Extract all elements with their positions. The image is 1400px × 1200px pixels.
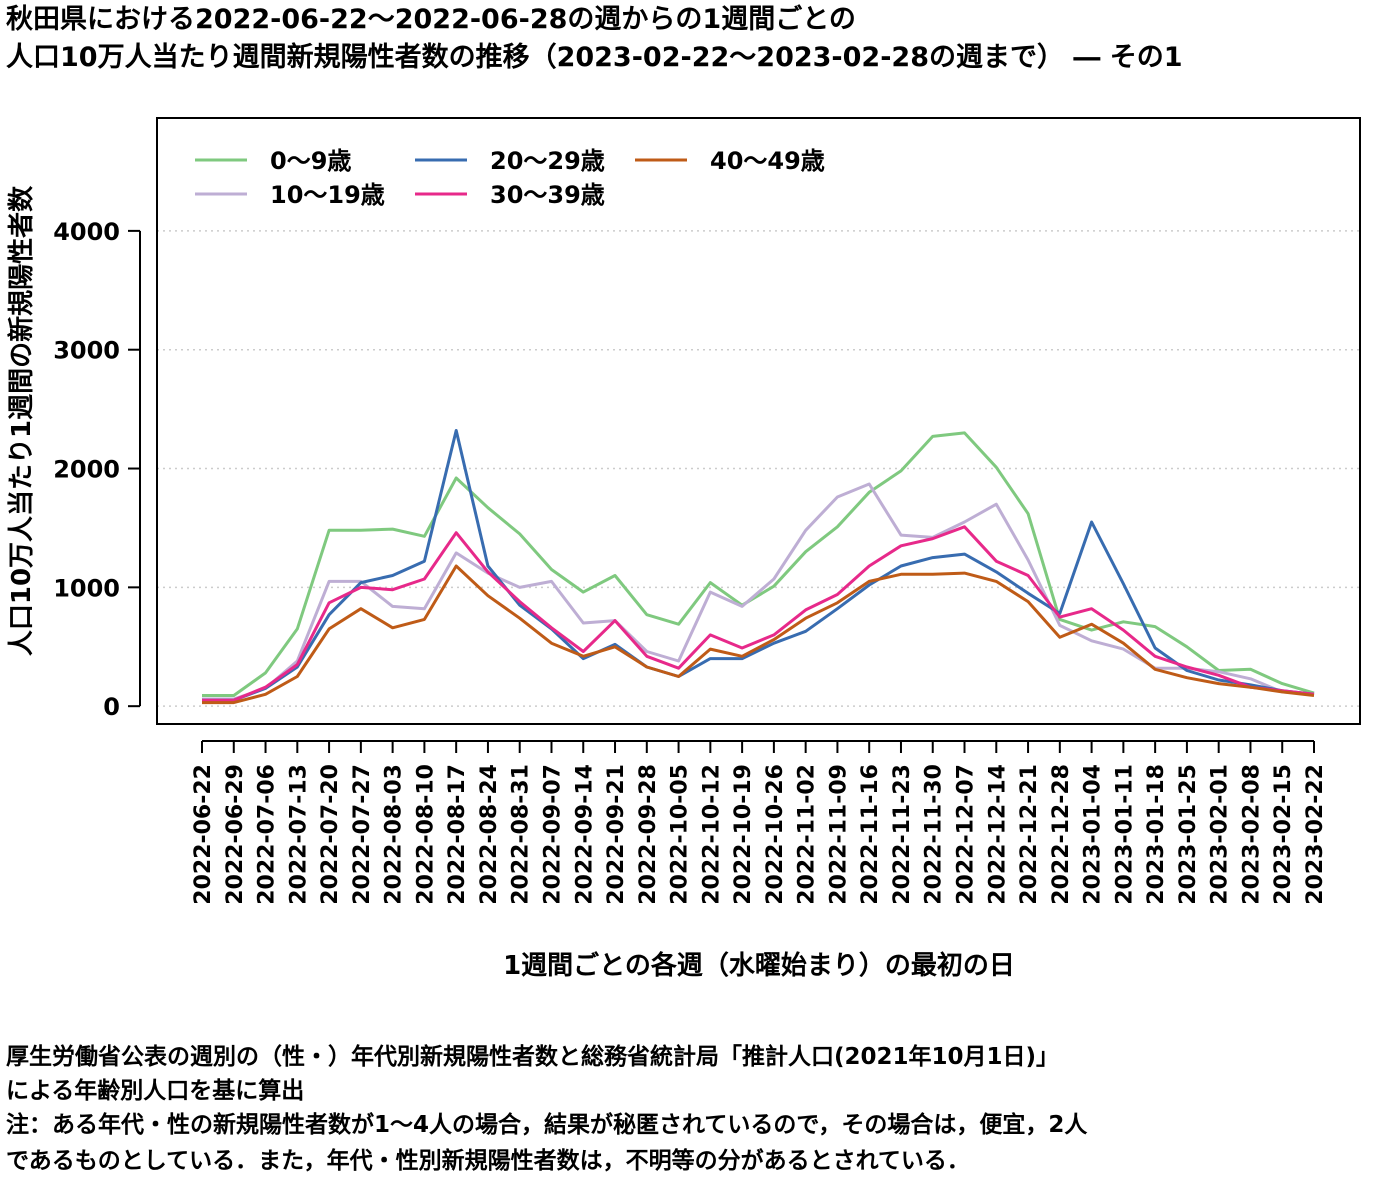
x-tick-label: 2022-10-05	[668, 764, 693, 905]
y-axis-label: 人口10万人当たり1週間の新規陽性者数	[6, 185, 37, 656]
legend-label-1: 10～19歳	[270, 181, 385, 209]
legend-label-3: 30～39歳	[490, 181, 605, 209]
x-tick-label: 2022-06-22	[191, 764, 216, 905]
source-note-line2: による年齢別人口を基に算出	[6, 1078, 305, 1104]
x-tick-label: 2022-09-14	[572, 764, 597, 905]
x-tick-label: 2022-10-26	[763, 764, 788, 905]
x-tick-label: 2022-08-17	[445, 764, 470, 905]
x-tick-label: 2022-06-29	[223, 764, 248, 905]
x-tick-label: 2023-01-25	[1176, 764, 1201, 905]
footnote-line1: 注：ある年代・性の新規陽性者数が1～4人の場合，結果が秘匿されているので，その場…	[6, 1112, 1088, 1138]
x-tick-label: 2022-09-21	[604, 764, 629, 905]
source-note-line1: 厚生労働省公表の週別の（性・）年代別新規陽性者数と総務省統計局「推計人口(202…	[6, 1044, 1060, 1070]
x-tick-label: 2022-12-07	[954, 764, 979, 905]
x-tick-label: 2022-07-20	[318, 764, 343, 905]
gridlines	[157, 230, 1360, 707]
x-tick-label: 2022-10-19	[731, 764, 756, 905]
y-tick-label: 2000	[53, 456, 120, 484]
x-tick-label: 2022-07-27	[350, 764, 375, 905]
series-line-1	[202, 482, 1315, 701]
x-tick-label: 2022-11-09	[826, 764, 851, 905]
x-tick-label: 2022-08-10	[413, 764, 438, 905]
x-tick-label: 2022-07-13	[286, 764, 311, 905]
x-tick-label: 2022-08-31	[509, 764, 534, 905]
x-tick-label: 2022-12-21	[1017, 764, 1042, 905]
chart-title-line2: 人口10万人当たり週間新規陽性者数の推移（2023-02-22～2023-02-…	[6, 42, 1183, 73]
series-line-4	[202, 564, 1315, 705]
x-tick-label: 2022-09-28	[636, 764, 661, 905]
x-tick-label: 2023-02-15	[1271, 764, 1296, 905]
x-tick-label: 2022-08-03	[382, 764, 407, 905]
x-tick-label: 2023-01-11	[1112, 764, 1137, 905]
legend-label-4: 40～49歳	[710, 147, 825, 175]
legend-label-0: 0～9歳	[270, 147, 351, 175]
y-tick-label: 0	[103, 693, 120, 721]
x-tick-label: 2023-01-18	[1144, 764, 1169, 905]
x-tick-label: 2022-11-30	[922, 764, 947, 905]
x-tick-label: 2022-09-07	[540, 764, 565, 905]
x-tick-label: 2023-01-04	[1081, 764, 1106, 905]
y-axis: 0 1000 2000 3000 4000	[53, 218, 141, 721]
x-tick-label: 2023-02-01	[1208, 764, 1233, 905]
series-line-0	[202, 431, 1315, 697]
series-line-3	[202, 525, 1315, 702]
y-tick-label: 4000	[53, 218, 120, 246]
x-axis: 2022-06-22 2022-06-29 2022-07-06 2022-07-13…	[191, 740, 1328, 905]
x-tick-label: 2022-11-16	[858, 764, 883, 905]
legend-label-2: 20～29歳	[490, 147, 605, 175]
series-lines	[202, 429, 1315, 705]
x-tick-label: 2023-02-08	[1239, 764, 1264, 905]
chart-title-line1: 秋田県における2022-06-22～2022-06-28の週からの1週間ごとの	[6, 4, 856, 35]
x-tick-label: 2022-11-02	[795, 764, 820, 905]
series-line-2	[202, 429, 1315, 702]
x-axis-label: 1週間ごとの各週（水曜始まり）の最初の日	[503, 950, 1015, 981]
x-tick-label: 2022-08-24	[477, 764, 502, 905]
x-tick-label: 2022-12-14	[985, 764, 1010, 905]
y-tick-label: 3000	[53, 337, 120, 365]
x-tick-label: 2022-11-23	[890, 764, 915, 905]
x-tick-label: 2022-07-06	[255, 764, 280, 905]
legend: 0～9歳 10～19歳 20～29歳 30～39歳 40～49歳	[195, 147, 825, 209]
x-tick-label: 2023-02-22	[1303, 764, 1328, 905]
plot-frame	[156, 117, 1361, 725]
x-tick-label: 2022-10-12	[699, 764, 724, 905]
footnote-line2: であるものとしている．また，年代・性別新規陽性者数は，不明等の分があるとされてい…	[6, 1148, 970, 1174]
y-tick-label: 1000	[53, 574, 120, 602]
x-tick-label: 2022-12-28	[1049, 764, 1074, 905]
